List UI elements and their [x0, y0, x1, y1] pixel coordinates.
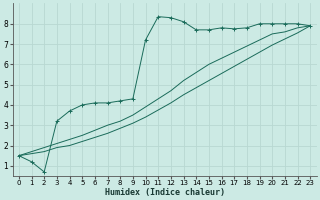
X-axis label: Humidex (Indice chaleur): Humidex (Indice chaleur): [105, 188, 225, 197]
